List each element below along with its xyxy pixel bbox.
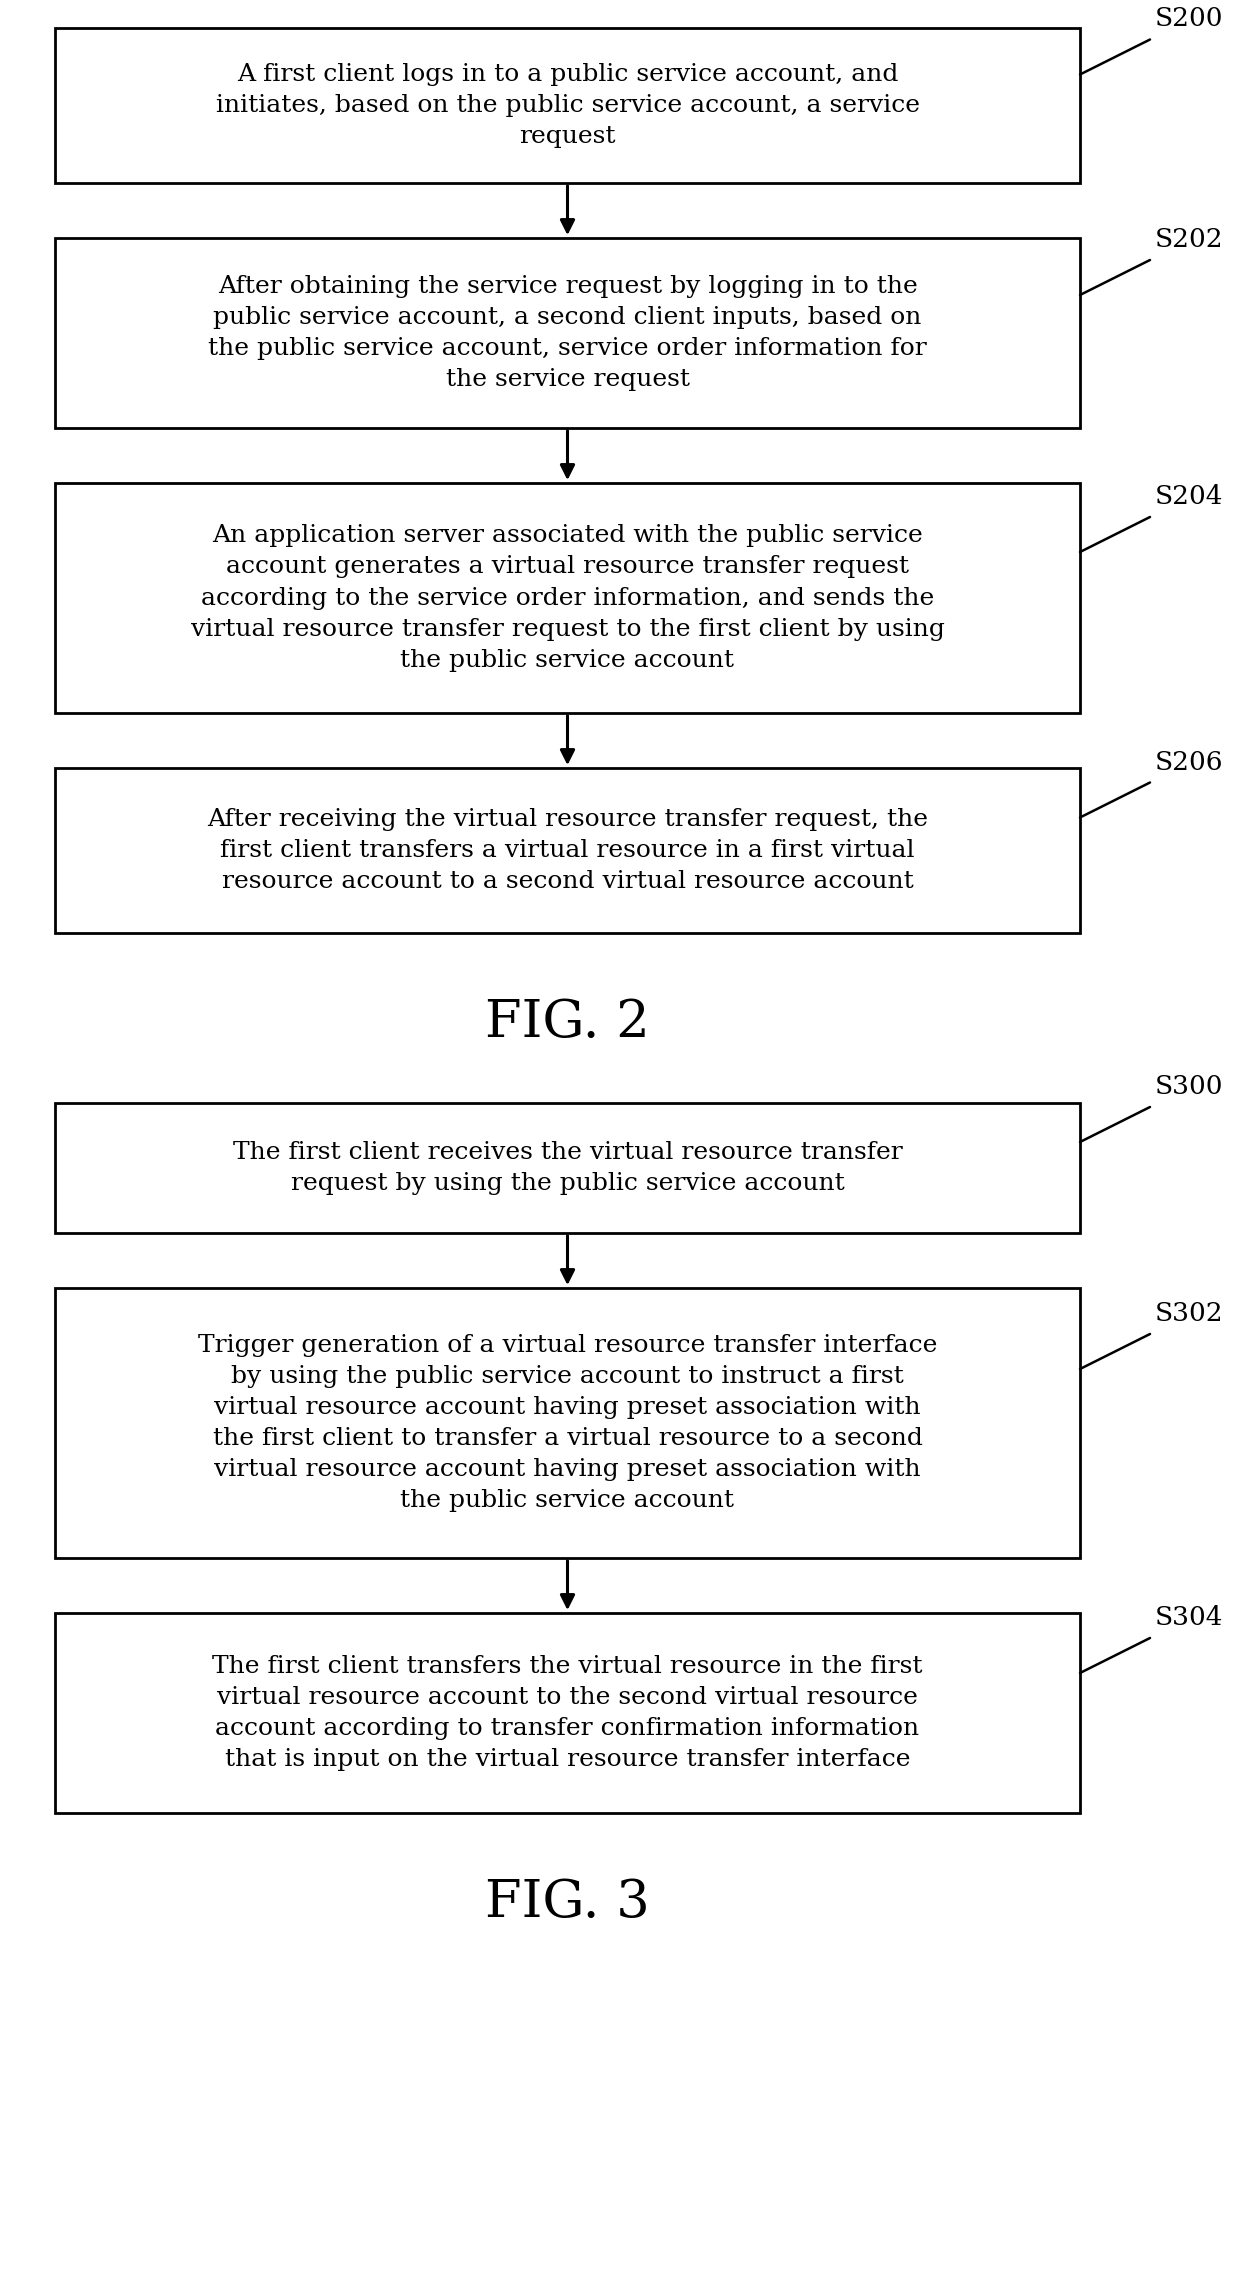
Text: The first client transfers the virtual resource in the first
virtual resource ac: The first client transfers the virtual r… xyxy=(212,1654,923,1771)
Text: A first client logs in to a public service account, and
initiates, based on the : A first client logs in to a public servi… xyxy=(216,64,920,149)
Text: S202: S202 xyxy=(1154,226,1224,251)
Text: After obtaining the service request by logging in to the
public service account,: After obtaining the service request by l… xyxy=(208,274,926,391)
Text: An application server associated with the public service
account generates a vir: An application server associated with th… xyxy=(191,523,945,672)
Bar xyxy=(55,768,1080,932)
Text: S304: S304 xyxy=(1154,1604,1224,1629)
Text: Trigger generation of a virtual resource transfer interface
by using the public : Trigger generation of a virtual resource… xyxy=(198,1334,937,1513)
Text: FIG. 3: FIG. 3 xyxy=(485,1878,650,1929)
Text: S204: S204 xyxy=(1154,484,1224,510)
Text: S300: S300 xyxy=(1154,1074,1224,1099)
Bar xyxy=(55,27,1080,183)
Bar xyxy=(55,1289,1080,1558)
Text: S200: S200 xyxy=(1154,7,1224,32)
Text: S302: S302 xyxy=(1154,1300,1224,1325)
Text: The first client receives the virtual resource transfer
request by using the pub: The first client receives the virtual re… xyxy=(233,1140,903,1195)
Text: S206: S206 xyxy=(1154,749,1224,775)
Bar xyxy=(55,238,1080,427)
Text: After receiving the virtual resource transfer request, the
first client transfer: After receiving the virtual resource tra… xyxy=(207,809,928,893)
Bar xyxy=(55,482,1080,713)
Bar xyxy=(55,1104,1080,1234)
Bar xyxy=(55,1613,1080,1812)
Text: FIG. 2: FIG. 2 xyxy=(485,999,650,1049)
